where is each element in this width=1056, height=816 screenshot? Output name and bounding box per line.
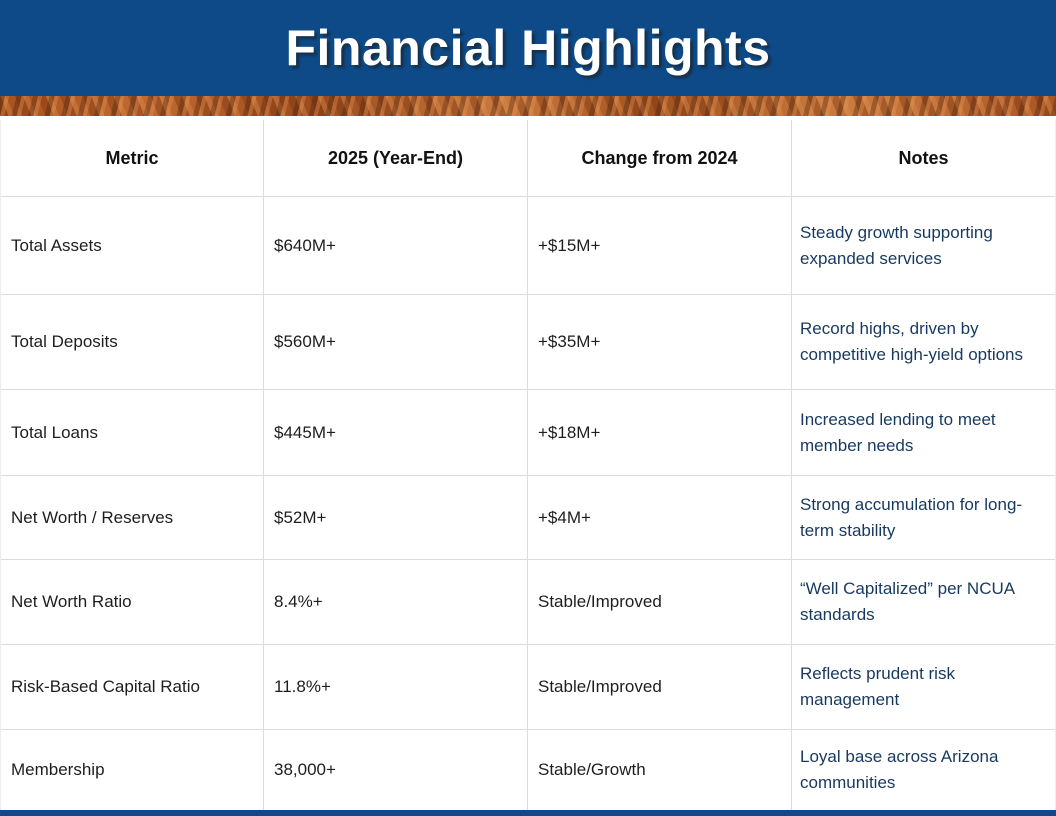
title-banner: Financial Highlights (0, 0, 1056, 96)
year-end-value-cell: 38,000+ (264, 730, 528, 810)
notes-cell: Steady growth supporting expanded servic… (800, 222, 993, 268)
table-row: Total Loans $445M+ +$18M+ Increased lend… (1, 390, 1055, 476)
change-from-2024-cell: +$18M+ (528, 390, 792, 475)
table-row: Total Assets $640M+ +$15M+ Steady growth… (1, 197, 1055, 295)
table-row: Membership 38,000+ Stable/Growth Loyal b… (1, 730, 1055, 810)
bottom-accent-bar (0, 810, 1056, 816)
metric-cell: Net Worth Ratio (1, 560, 264, 644)
notes-cell: Strong accumulation for long-term stabil… (800, 494, 1023, 540)
metric-cell: Total Deposits (1, 295, 264, 389)
year-end-value-cell: 8.4%+ (264, 560, 528, 644)
notes-cell: Reflects prudent risk management (800, 664, 955, 709)
table-header-row: Metric 2025 (Year-End) Change from 2024 … (1, 120, 1055, 197)
metric-cell: Total Loans (1, 390, 264, 475)
table-row: Risk-Based Capital Ratio 11.8%+ Stable/I… (1, 645, 1055, 730)
change-from-2024-cell: +$4M+ (528, 476, 792, 559)
change-from-2024-cell: Stable/Improved (528, 645, 792, 729)
change-from-2024-cell: +$35M+ (528, 295, 792, 389)
year-end-value-cell: $640M+ (264, 197, 528, 294)
change-from-2024-cell: Stable/Growth (528, 730, 792, 810)
financial-highlights-table: Metric 2025 (Year-End) Change from 2024 … (0, 120, 1056, 810)
notes-cell: Increased lending to meet member needs (800, 409, 996, 455)
notes-cell: Loyal base across Arizona communities (800, 747, 999, 792)
column-header-notes: Notes (898, 147, 949, 168)
table-row: Total Deposits $560M+ +$35M+ Record high… (1, 295, 1055, 390)
column-header-2025-year-end: 2025 (Year-End) (264, 120, 528, 196)
metric-cell: Risk-Based Capital Ratio (1, 645, 264, 729)
year-end-value-cell: 11.8%+ (264, 645, 528, 729)
column-header-change-from-2024: Change from 2024 (528, 120, 792, 196)
notes-cell: Record highs, driven by competitive high… (800, 319, 1024, 364)
divider-gap (0, 116, 1056, 120)
metric-cell: Membership (1, 730, 264, 810)
page-title: Financial Highlights (285, 20, 771, 76)
year-end-value-cell: $52M+ (264, 476, 528, 559)
year-end-value-cell: $445M+ (264, 390, 528, 475)
change-from-2024-cell: Stable/Improved (528, 560, 792, 644)
metric-cell: Net Worth / Reserves (1, 476, 264, 559)
table-body: Total Assets $640M+ +$15M+ Steady growth… (1, 197, 1055, 810)
column-header-metric: Metric (1, 120, 264, 196)
table-row: Net Worth Ratio 8.4%+ Stable/Improved “W… (1, 560, 1055, 645)
metric-cell: Total Assets (1, 197, 264, 294)
change-from-2024-cell: +$15M+ (528, 197, 792, 294)
notes-cell: “Well Capitalized” per NCUA standards (800, 579, 1015, 624)
year-end-value-cell: $560M+ (264, 295, 528, 389)
copper-texture-divider (0, 96, 1056, 116)
table-row: Net Worth / Reserves $52M+ +$4M+ Strong … (1, 476, 1055, 560)
